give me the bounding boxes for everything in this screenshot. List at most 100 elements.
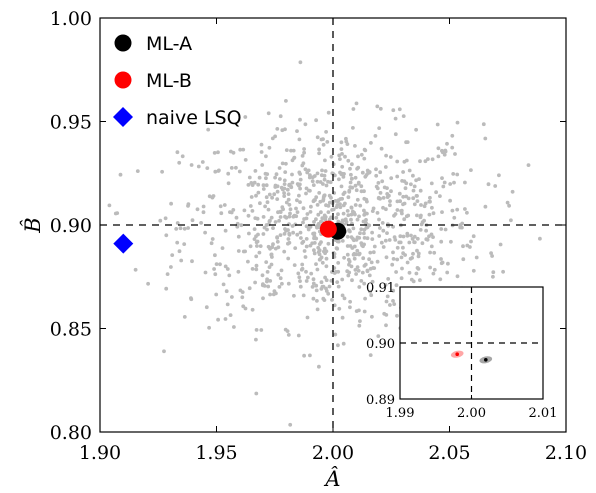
cloud-point <box>243 249 248 254</box>
cloud-point <box>315 135 320 140</box>
cloud-point <box>381 196 386 200</box>
cloud-point <box>407 240 412 245</box>
cloud-point <box>370 279 375 284</box>
cloud-point <box>391 224 395 229</box>
cloud-point <box>370 230 374 235</box>
cloud-point <box>279 268 284 273</box>
cloud-point <box>429 232 434 237</box>
cloud-point <box>189 296 193 301</box>
cloud-point <box>335 239 340 244</box>
cloud-point <box>190 259 194 264</box>
cloud-point <box>333 173 337 178</box>
cloud-point <box>334 215 339 220</box>
cloud-point <box>273 220 278 224</box>
cloud-point <box>241 147 246 152</box>
cloud-point <box>359 184 364 189</box>
cloud-point <box>175 150 180 155</box>
cloud-point <box>393 238 398 242</box>
cloud-point <box>218 262 222 267</box>
cloud-point <box>323 169 328 173</box>
cloud-point <box>324 256 329 261</box>
cloud-point <box>180 154 185 159</box>
marker-ml-b <box>319 220 337 238</box>
cloud-point <box>315 307 320 312</box>
cloud-point <box>371 250 376 255</box>
cloud-point <box>357 308 361 313</box>
cloud-point <box>465 210 469 215</box>
cloud-point <box>217 168 221 173</box>
cloud-point <box>418 215 423 220</box>
cloud-point <box>385 294 390 299</box>
cloud-point <box>261 282 265 286</box>
cloud-point <box>266 284 271 289</box>
cloud-point <box>376 181 381 185</box>
cloud-point <box>247 286 252 291</box>
cloud-point <box>445 141 449 146</box>
cloud-point <box>368 289 372 294</box>
cloud-point <box>432 267 437 272</box>
cloud-point <box>314 283 319 288</box>
cloud-point <box>383 283 388 287</box>
cloud-point <box>505 200 510 205</box>
cloud-point <box>345 269 350 274</box>
cloud-point <box>300 266 305 271</box>
cloud-point <box>179 258 184 263</box>
cloud-point <box>342 296 347 301</box>
cloud-point <box>361 219 366 224</box>
cloud-point <box>231 208 236 212</box>
cloud-point <box>409 277 414 282</box>
cloud-point <box>348 299 352 304</box>
cloud-point <box>305 315 310 320</box>
cloud-point <box>250 267 255 271</box>
cloud-point <box>316 222 321 226</box>
cloud-point <box>427 212 432 217</box>
cloud-point <box>357 252 361 257</box>
cloud-point <box>284 161 288 166</box>
cloud-point <box>196 164 201 169</box>
cloud-point <box>259 142 264 147</box>
cloud-point <box>273 175 277 180</box>
cloud-point <box>429 181 434 186</box>
cloud-point <box>284 148 289 153</box>
cloud-point <box>356 165 361 170</box>
cloud-point <box>302 217 306 221</box>
cloud-point <box>199 221 204 225</box>
cloud-point <box>269 262 274 267</box>
cloud-point <box>419 203 423 207</box>
cloud-point <box>322 249 326 254</box>
legend-marker <box>113 107 133 127</box>
cloud-point <box>357 323 362 328</box>
cloud-point <box>336 261 341 265</box>
cloud-point <box>296 271 301 276</box>
cloud-point <box>239 223 244 228</box>
cloud-point <box>369 260 374 265</box>
cloud-point <box>220 246 225 251</box>
cloud-point <box>335 280 340 284</box>
cloud-point <box>280 281 284 286</box>
cloud-point <box>317 364 321 369</box>
cloud-point <box>334 205 339 210</box>
cloud-point <box>294 206 298 211</box>
cloud-point <box>254 234 258 239</box>
cloud-point <box>249 195 254 199</box>
cloud-point <box>286 192 291 197</box>
cloud-point <box>226 181 231 186</box>
cloud-point <box>425 237 430 242</box>
cloud-point <box>261 187 266 191</box>
cloud-point <box>400 179 404 183</box>
cloud-point <box>287 183 291 188</box>
cloud-point <box>283 327 288 332</box>
cloud-point <box>375 104 380 109</box>
cloud-point <box>203 270 208 275</box>
cloud-point <box>174 227 179 231</box>
y-tick-label: 0.80 <box>50 422 92 444</box>
cloud-point <box>336 343 340 348</box>
cloud-point <box>352 244 357 249</box>
cloud-point <box>236 234 241 239</box>
cloud-point <box>292 263 297 267</box>
cloud-point <box>350 162 354 167</box>
cloud-point <box>254 337 258 342</box>
cloud-point <box>336 219 341 224</box>
cloud-point <box>401 234 406 239</box>
cloud-point <box>275 189 280 194</box>
